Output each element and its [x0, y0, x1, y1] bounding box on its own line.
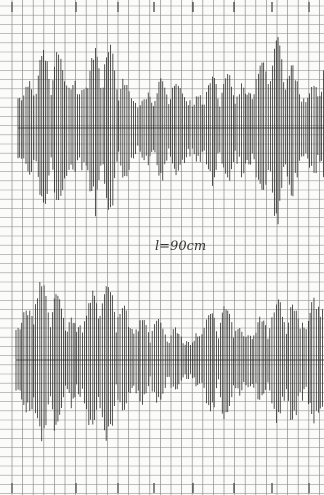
lower-vibration-trace: [15, 282, 324, 442]
vertical-grid-lines: [11, 0, 320, 495]
upper-vibration-trace: [17, 37, 324, 225]
length-annotation: l=90cm: [155, 239, 206, 254]
